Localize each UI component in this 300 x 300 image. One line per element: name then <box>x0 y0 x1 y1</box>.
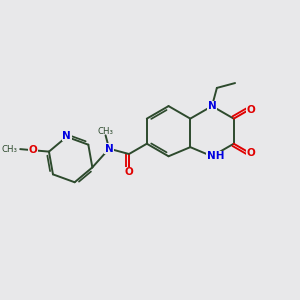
Text: O: O <box>247 148 256 158</box>
Text: CH₃: CH₃ <box>2 145 17 154</box>
Text: O: O <box>28 145 37 155</box>
Text: N: N <box>105 144 113 154</box>
Text: N: N <box>62 131 71 141</box>
Text: NH: NH <box>207 151 224 161</box>
Text: N: N <box>208 101 216 111</box>
Text: O: O <box>124 167 134 177</box>
Text: CH₃: CH₃ <box>98 127 114 136</box>
Text: O: O <box>247 105 256 115</box>
